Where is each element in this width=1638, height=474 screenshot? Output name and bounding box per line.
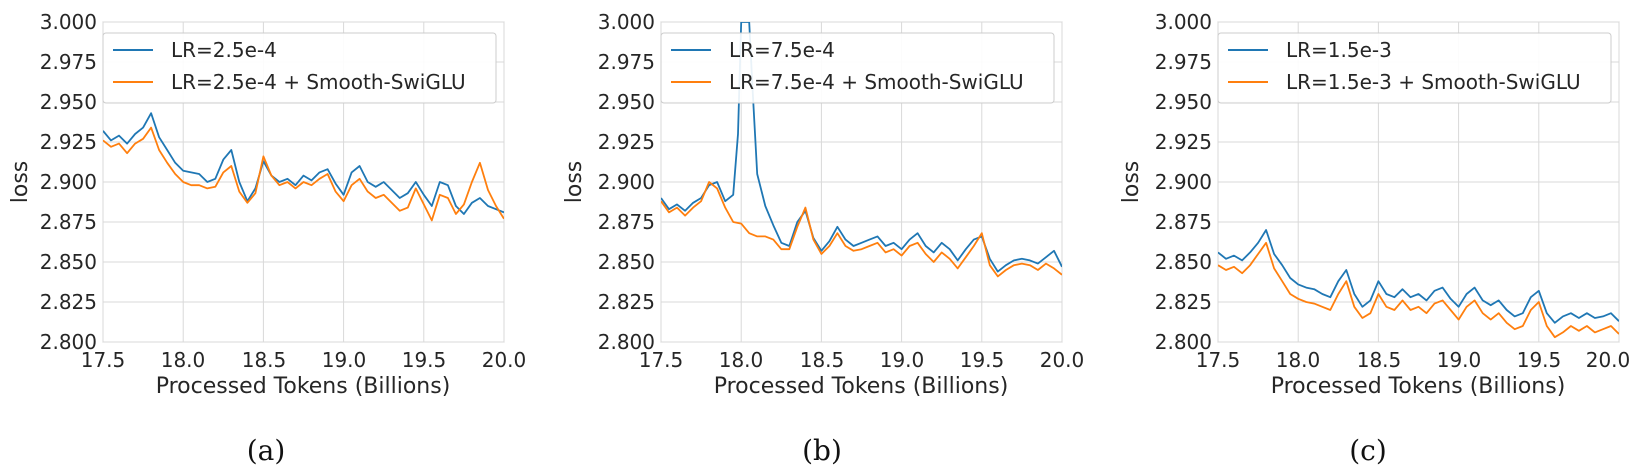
legend-entry: LR=7.5e-4 + Smooth-SwiGLU xyxy=(729,70,1024,94)
x-axis-label-c: Processed Tokens (Billions) xyxy=(1271,374,1566,399)
y-tick-label: 2.900 xyxy=(598,170,655,194)
series-line-smooth-swiglu xyxy=(1218,241,1619,339)
y-tick-label: 3.000 xyxy=(1155,10,1212,34)
y-tick-label: 3.000 xyxy=(40,10,97,34)
legend-entry: LR=1.5e-3 + Smooth-SwiGLU xyxy=(1286,70,1581,94)
y-tick-label: 2.875 xyxy=(40,210,97,234)
series-line-smooth-swiglu xyxy=(661,181,1062,278)
legend-entry: LR=1.5e-3 xyxy=(1286,38,1392,62)
legend-entry: LR=2.5e-4 xyxy=(171,38,277,62)
y-tick-labels-a: 3.000 2.975 2.950 2.925 2.900 2.875 2.85… xyxy=(40,10,97,354)
x-tick-label: 18.0 xyxy=(719,348,764,372)
y-tick-label: 2.900 xyxy=(1155,170,1212,194)
legend-a: LR=2.5e-4 LR=2.5e-4 + Smooth-SwiGLU xyxy=(102,32,497,104)
legend-entry: LR=2.5e-4 + Smooth-SwiGLU xyxy=(171,70,466,94)
caption-a: (a) xyxy=(247,434,286,467)
x-axis-label-a: Processed Tokens (Billions) xyxy=(156,374,451,399)
legend-entry: LR=7.5e-4 xyxy=(729,38,835,62)
x-tick-label: 19.5 xyxy=(960,348,1005,372)
x-tick-label: 20.0 xyxy=(1586,348,1631,372)
x-tick-label: 17.5 xyxy=(81,348,126,372)
y-tick-label: 2.975 xyxy=(40,50,97,74)
series-lines-a xyxy=(103,112,504,222)
x-tick-label: 19.5 xyxy=(402,348,447,372)
y-axis-label-b: loss xyxy=(562,161,587,204)
y-tick-label: 2.925 xyxy=(1155,130,1212,154)
y-tick-label: 2.825 xyxy=(1155,290,1212,314)
x-tick-label: 18.0 xyxy=(161,348,206,372)
legend-c: LR=1.5e-3 LR=1.5e-3 + Smooth-SwiGLU xyxy=(1217,32,1612,104)
y-tick-label: 2.925 xyxy=(598,130,655,154)
series-line-baseline xyxy=(103,112,504,215)
x-tick-label: 18.5 xyxy=(1357,348,1402,372)
legend-b: LR=7.5e-4 LR=7.5e-4 + Smooth-SwiGLU xyxy=(660,32,1055,104)
x-tick-label: 20.0 xyxy=(1040,348,1085,372)
x-tick-label: 17.5 xyxy=(639,348,684,372)
y-tick-label: 2.850 xyxy=(40,250,97,274)
y-tick-label: 2.900 xyxy=(40,170,97,194)
y-tick-label: 2.850 xyxy=(598,250,655,274)
panel-b: 3.000 2.975 2.950 2.925 2.900 2.875 2.85… xyxy=(562,10,1084,467)
y-tick-labels-b: 3.000 2.975 2.950 2.925 2.900 2.875 2.85… xyxy=(598,10,655,354)
y-tick-label: 2.925 xyxy=(40,130,97,154)
x-tick-label: 18.5 xyxy=(242,348,287,372)
y-tick-label: 2.800 xyxy=(1155,330,1212,354)
legend-box xyxy=(1217,32,1612,104)
y-tick-label: 2.975 xyxy=(598,50,655,74)
y-tick-label: 2.875 xyxy=(598,210,655,234)
x-tick-label: 19.5 xyxy=(1517,348,1562,372)
y-tick-label: 2.825 xyxy=(598,290,655,314)
y-tick-label: 2.800 xyxy=(40,330,97,354)
x-tick-label: 19.0 xyxy=(1437,348,1482,372)
x-tick-labels-a: 17.5 18.0 18.5 19.0 19.5 20.0 xyxy=(81,348,527,372)
y-axis-label-a: loss xyxy=(8,161,33,204)
y-tick-label: 2.850 xyxy=(1155,250,1212,274)
x-axis-label-b: Processed Tokens (Billions) xyxy=(714,374,1009,399)
caption-b: (b) xyxy=(802,434,842,467)
series-line-baseline xyxy=(661,22,1062,273)
x-tick-label: 17.5 xyxy=(1196,348,1241,372)
x-tick-label: 19.0 xyxy=(322,348,367,372)
caption-c: (c) xyxy=(1349,434,1387,467)
y-tick-label: 2.825 xyxy=(40,290,97,314)
legend-box xyxy=(102,32,497,104)
x-tick-label: 18.5 xyxy=(800,348,845,372)
panel-a: 3.000 2.975 2.950 2.925 2.900 2.875 2.85… xyxy=(8,10,526,467)
series-line-smooth-swiglu xyxy=(103,126,504,222)
y-tick-labels-c: 3.000 2.975 2.950 2.925 2.900 2.875 2.85… xyxy=(1155,10,1212,354)
y-tick-label: 2.975 xyxy=(1155,50,1212,74)
y-tick-label: 2.950 xyxy=(40,90,97,114)
series-line-baseline xyxy=(1218,229,1619,324)
x-tick-label: 20.0 xyxy=(482,348,527,372)
series-lines-c xyxy=(1218,229,1619,339)
panel-c: 3.000 2.975 2.950 2.925 2.900 2.875 2.85… xyxy=(1119,10,1630,467)
y-tick-label: 2.950 xyxy=(1155,90,1212,114)
legend-box xyxy=(660,32,1055,104)
y-tick-label: 2.950 xyxy=(598,90,655,114)
x-tick-label: 19.0 xyxy=(880,348,925,372)
series-lines-b xyxy=(661,22,1062,278)
x-tick-labels-b: 17.5 18.0 18.5 19.0 19.5 20.0 xyxy=(639,348,1085,372)
x-tick-label: 18.0 xyxy=(1276,348,1321,372)
y-tick-label: 2.800 xyxy=(598,330,655,354)
x-tick-labels-c: 17.5 18.0 18.5 19.0 19.5 20.0 xyxy=(1196,348,1631,372)
y-tick-label: 3.000 xyxy=(598,10,655,34)
y-tick-label: 2.875 xyxy=(1155,210,1212,234)
y-axis-label-c: loss xyxy=(1119,161,1144,204)
